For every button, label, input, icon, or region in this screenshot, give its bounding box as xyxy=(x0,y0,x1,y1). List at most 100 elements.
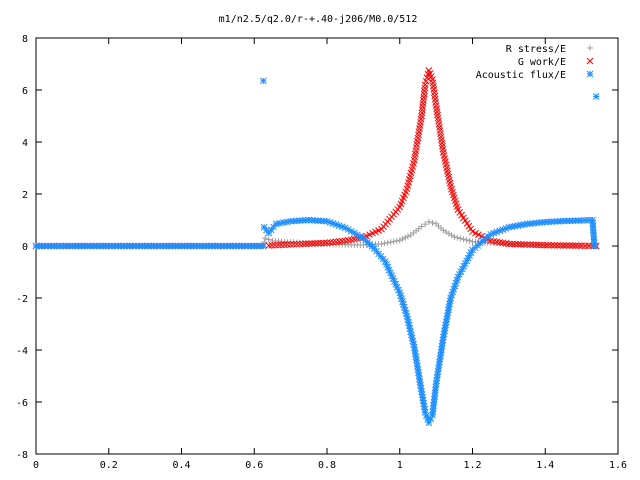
data-point xyxy=(250,242,258,250)
data-point xyxy=(591,242,598,250)
data-point xyxy=(272,220,280,228)
data-point xyxy=(268,241,276,249)
data-point xyxy=(308,216,316,224)
data-point xyxy=(274,241,282,249)
data-point xyxy=(314,239,322,247)
x-tick-label: 0.2 xyxy=(100,460,118,471)
x-tick-label: 1.6 xyxy=(609,460,627,471)
data-point xyxy=(265,236,272,243)
y-tick-label: -6 xyxy=(16,398,28,409)
data-point xyxy=(523,241,531,248)
data-point xyxy=(550,218,558,225)
y-tick-label: 6 xyxy=(22,86,28,97)
legend-label: R stress/E xyxy=(506,44,566,55)
data-point xyxy=(271,241,279,249)
y-tick-label: 4 xyxy=(22,138,28,149)
data-point xyxy=(451,233,458,240)
data-point xyxy=(569,242,576,249)
data-point xyxy=(381,240,388,247)
data-point xyxy=(429,219,436,226)
data-point xyxy=(557,242,564,249)
data-point xyxy=(277,241,285,249)
data-point xyxy=(159,242,167,250)
data-point xyxy=(178,242,185,250)
y-tick-label: 8 xyxy=(22,34,28,45)
data-point xyxy=(418,223,425,230)
legend-label: Acoustic flux/E xyxy=(476,70,566,81)
data-point xyxy=(511,240,519,248)
data-point xyxy=(281,241,288,249)
data-point xyxy=(314,217,322,225)
y-tick-label: -8 xyxy=(16,450,28,461)
legend-label: G work/E xyxy=(518,57,566,68)
chart-title: m1/n2.5/q2.0/r-+.40-j206/M0.0/512 xyxy=(219,14,418,25)
data-point xyxy=(547,241,555,249)
data-point xyxy=(460,236,467,243)
x-tick-label: 1.2 xyxy=(463,460,481,471)
data-point xyxy=(320,239,328,247)
data-point xyxy=(523,220,531,228)
data-point xyxy=(554,218,561,225)
data-point xyxy=(187,242,194,250)
y-tick-label: -2 xyxy=(16,294,28,305)
data-point xyxy=(290,240,298,248)
data-point xyxy=(393,237,400,244)
data-point xyxy=(529,241,537,249)
data-point xyxy=(196,242,204,250)
data-point xyxy=(554,242,561,249)
data-point xyxy=(466,237,473,244)
data-point xyxy=(532,241,540,249)
data-point xyxy=(399,235,406,242)
data-point xyxy=(296,240,304,248)
data-point xyxy=(505,240,513,248)
data-point xyxy=(422,221,429,228)
data-point xyxy=(293,240,301,248)
data-point xyxy=(72,242,79,250)
data-point xyxy=(550,241,558,249)
data-point xyxy=(172,242,179,250)
data-point xyxy=(514,240,522,248)
data-point xyxy=(317,217,325,225)
data-point xyxy=(302,240,310,248)
axes: 0 0.2 0.4 0.6 0.8 1 1.2 1.4 1.6 8 6 4 2 0 -2 -4 -6 -8 xyxy=(16,34,627,471)
data-point xyxy=(147,242,155,250)
data-point xyxy=(259,77,267,85)
y-tick-label: 0 xyxy=(22,242,28,253)
data-point xyxy=(247,242,255,250)
data-point xyxy=(535,241,543,249)
y-tick-label: 2 xyxy=(22,190,28,201)
data-point xyxy=(517,240,525,248)
data-point xyxy=(108,242,116,250)
data-point xyxy=(526,241,534,249)
data-point xyxy=(208,242,216,250)
data-point xyxy=(144,242,152,250)
data-point xyxy=(384,239,391,246)
data-point xyxy=(456,271,463,278)
x-tick-label: 0 xyxy=(33,460,39,471)
data-point xyxy=(592,93,600,100)
data-point xyxy=(111,242,119,250)
data-point xyxy=(261,239,268,246)
data-point xyxy=(541,241,549,249)
data-point xyxy=(90,242,97,250)
data-point xyxy=(457,235,464,242)
x-tick-label: 1.4 xyxy=(536,460,554,471)
data-point xyxy=(404,233,411,240)
x-tick-label: 0.4 xyxy=(172,460,190,471)
data-point xyxy=(259,242,267,250)
data-point xyxy=(166,242,173,250)
data-point xyxy=(378,240,385,247)
y-tick-label: -4 xyxy=(16,346,28,357)
data-point xyxy=(463,237,470,244)
data-point xyxy=(287,241,294,248)
data-point xyxy=(138,242,146,250)
data-point xyxy=(226,242,234,250)
data-point xyxy=(387,239,394,246)
data-point xyxy=(458,265,466,273)
data-point xyxy=(311,240,319,247)
data-point xyxy=(566,242,573,249)
data-point xyxy=(575,217,582,224)
data-point xyxy=(296,217,304,225)
data-point xyxy=(169,242,176,250)
